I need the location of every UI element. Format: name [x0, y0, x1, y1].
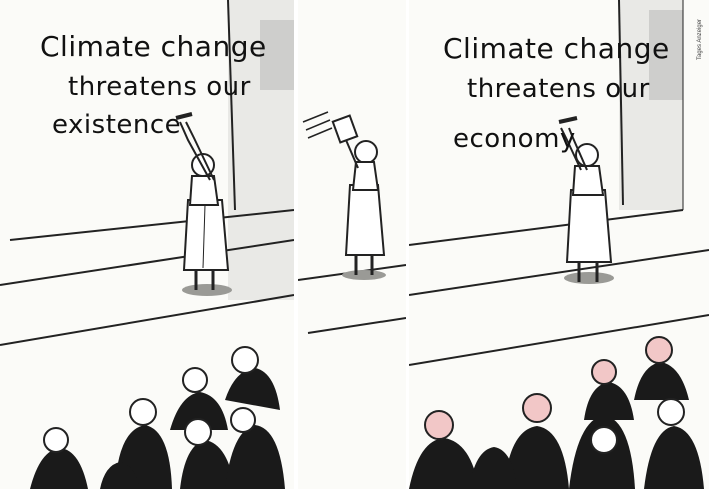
board-text-line-1: Climate change [443, 32, 670, 65]
eraser-motion [302, 111, 359, 144]
speaker-figure-writing [558, 116, 614, 284]
panel-3-drawing [409, 0, 709, 489]
panel-2-drawing [298, 0, 406, 489]
board-text-line-1: Climate change [40, 30, 267, 63]
comic-panel-2 [298, 0, 406, 489]
speaker-figure-erasing [342, 139, 386, 280]
audience-heads-agitated [409, 336, 704, 489]
panel-1-drawing [0, 0, 294, 489]
speaker-figure [175, 112, 232, 296]
stage-back-edge [9, 209, 294, 241]
board-text-line-3: economy [453, 124, 576, 154]
comic-panel-3: Climate change threatens our economy Tag… [409, 0, 709, 489]
board-edge [227, 0, 236, 211]
board-text-line-3: existence [52, 110, 182, 140]
comic-panel-1: Climate change threatens our existence [0, 0, 294, 489]
board-text-line-2: threatens our [467, 74, 650, 104]
stage-front-edge [0, 294, 294, 346]
audience-heads [30, 346, 285, 489]
board-text-line-2: threatens our [68, 72, 251, 102]
publication-credit: Tages Anzeiger [697, 18, 703, 60]
